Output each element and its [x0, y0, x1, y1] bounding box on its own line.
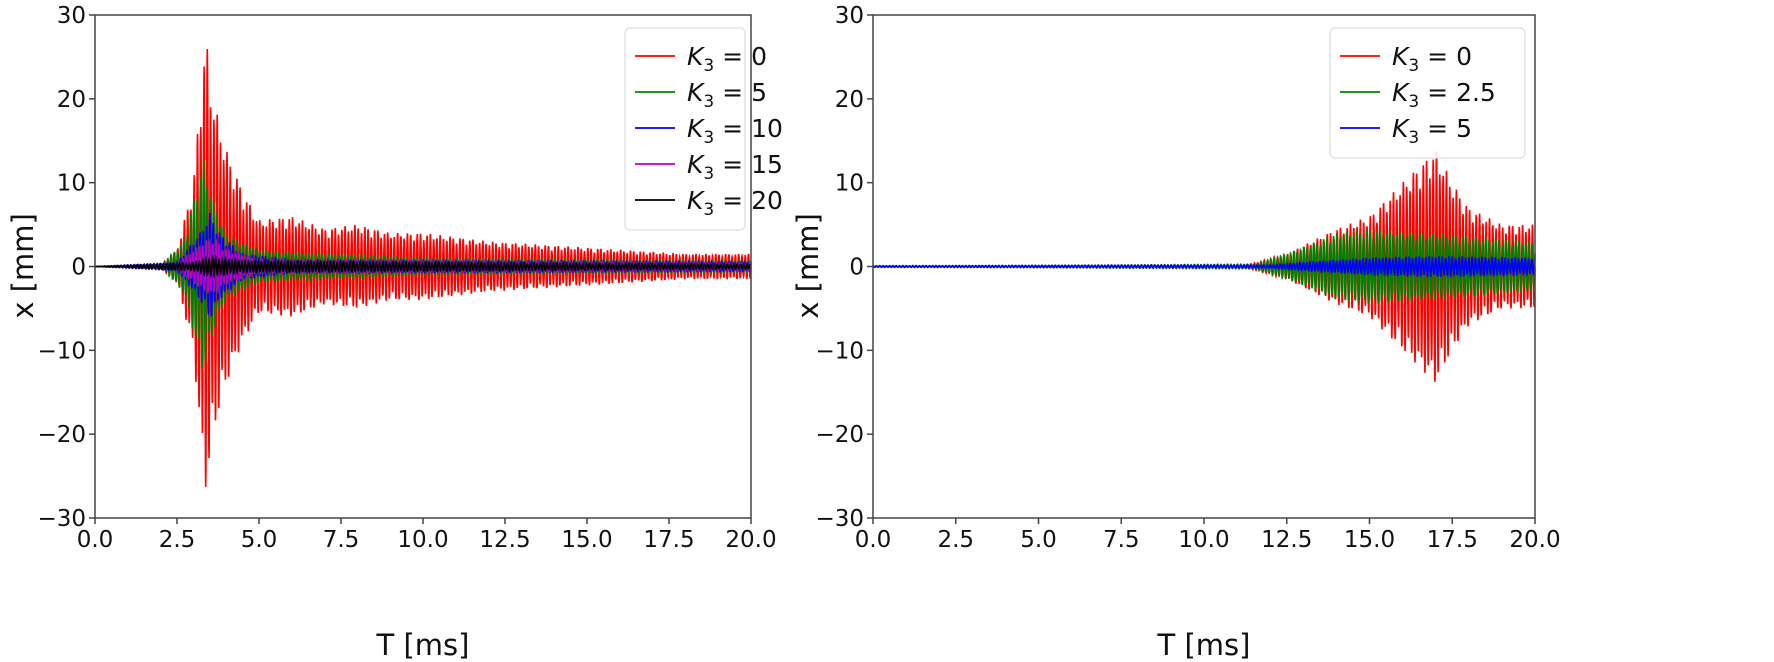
y-tick-label: −30: [815, 506, 864, 532]
legend-label: K3 = 0: [687, 42, 767, 76]
x-tick-label: 7.5: [1103, 527, 1140, 553]
x-tick-label: 7.5: [323, 527, 360, 553]
legend-label: K3 = 2.5: [1392, 78, 1496, 112]
y-tick-label: 20: [835, 87, 864, 113]
x-tick-label: 0.0: [855, 527, 892, 553]
y-tick-label: −10: [815, 338, 864, 364]
y-tick-label: 30: [835, 3, 864, 29]
x-tick-label: 17.5: [643, 527, 694, 553]
legend-label: K3 = 0: [1392, 42, 1472, 76]
x-tick-label: 10.0: [1178, 527, 1229, 553]
x-tick-label: 2.5: [937, 527, 974, 553]
x-tick-label: 5.0: [1020, 527, 1057, 553]
x-tick-label: 12.5: [1261, 527, 1312, 553]
legend-label: K3 = 5: [1392, 114, 1472, 148]
y-tick-label: −20: [815, 422, 864, 448]
left-plot-lines: [95, 48, 752, 487]
right-x-axis-label: T [ms]: [1157, 628, 1251, 662]
left-ticks: 0.0 2.5 5.0 7.5 10.0 12.5 15.0 17.5 20.0 −30 −20 −1…: [37, 3, 776, 553]
y-tick-label: 0: [71, 255, 86, 281]
right-legend: K3 = 0K3 = 2.5K3 = 5: [1329, 27, 1526, 159]
y-tick-label: 0: [849, 255, 864, 281]
left-panel: 0.0 2.5 5.0 7.5 10.0 12.5 15.0 17.5 20.0 −30 −20 −1…: [6, 3, 783, 662]
x-tick-label: 15.0: [1344, 527, 1395, 553]
x-tick-label: 17.5: [1427, 527, 1478, 553]
legend-label: K3 = 5: [687, 78, 767, 112]
right-y-axis-label: x [mm]: [791, 213, 825, 319]
legend-label: K3 = 20: [687, 186, 783, 220]
left-y-axis-label: x [mm]: [6, 213, 40, 319]
x-tick-label: 20.0: [725, 527, 776, 553]
legend-label: K3 = 10: [687, 114, 783, 148]
y-tick-label: −20: [37, 422, 86, 448]
legend-label: K3 = 15: [687, 150, 783, 184]
right-ticks: 0.0 2.5 5.0 7.5 10.0 12.5 15.0 17.5 20.0 −30 −20 −1…: [815, 3, 1560, 553]
series-line-20: [95, 254, 752, 279]
y-tick-label: −30: [37, 506, 86, 532]
left-x-axis-label: T [ms]: [376, 628, 470, 662]
series-line-5: [872, 255, 1536, 278]
right-panel: 0.0 2.5 5.0 7.5 10.0 12.5 15.0 17.5 20.0 −30 −20 −1…: [791, 3, 1561, 662]
y-tick-label: 10: [57, 171, 86, 197]
right-plot-lines: [872, 151, 1536, 382]
x-tick-label: 15.0: [561, 527, 612, 553]
y-tick-label: −10: [37, 338, 86, 364]
y-tick-label: 30: [57, 3, 86, 29]
x-tick-label: 5.0: [241, 527, 278, 553]
x-tick-label: 10.0: [397, 527, 448, 553]
x-tick-label: 0.0: [77, 527, 114, 553]
x-tick-label: 2.5: [159, 527, 196, 553]
legend-box: [624, 27, 746, 231]
legend-box: [1329, 27, 1526, 159]
y-tick-label: 10: [835, 171, 864, 197]
x-tick-label: 12.5: [479, 527, 530, 553]
y-tick-label: 20: [57, 87, 86, 113]
x-tick-label: 20.0: [1509, 527, 1560, 553]
